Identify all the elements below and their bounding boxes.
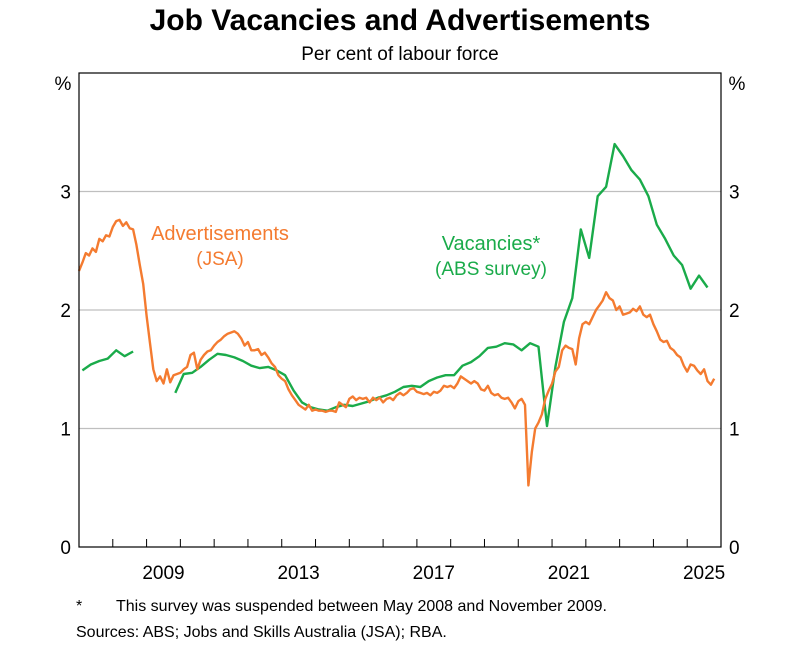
vacancies-label: Vacancies* [442, 233, 541, 255]
y-tick-label-right: 0 [729, 538, 740, 559]
y-tick-label-left: 0 [60, 538, 71, 559]
vacancies-sublabel: (ABS survey) [435, 259, 547, 280]
y-axis-labels: 0 0 1 1 2 2 3 3 [60, 183, 739, 560]
x-tick-label: 2009 [142, 563, 184, 584]
y-axis-unit-left: % [55, 74, 72, 95]
vacancies-line [81, 349, 134, 372]
advertisements-label: Advertisements [151, 223, 289, 245]
x-tick-label: 2025 [683, 563, 725, 584]
vacancies-line [174, 142, 709, 428]
sources-note: Sources: ABS; Jobs and Skills Australia … [76, 624, 447, 641]
footnote-text: This survey was suspended between May 20… [116, 598, 607, 615]
chart-title: Job Vacancies and Advertisements [149, 4, 651, 37]
y-tick-label-left: 3 [60, 183, 71, 204]
y-tick-label-right: 1 [729, 420, 740, 441]
gridlines [79, 190, 721, 430]
advertisements-sublabel: (JSA) [196, 249, 244, 270]
y-tick-label-left: 1 [60, 420, 71, 441]
x-tick-label: 2021 [548, 563, 590, 584]
x-axis-ticks: 2009 2013 2017 2021 2025 [112, 539, 725, 584]
advertisements-line [77, 218, 716, 487]
footnote: * This survey was suspended between May 2… [76, 598, 607, 616]
y-tick-label-left: 2 [60, 301, 71, 322]
x-tick-label: 2013 [277, 563, 319, 584]
plot-series [77, 142, 716, 487]
x-tick-label: 2017 [413, 563, 455, 584]
plot-frame [78, 72, 722, 548]
y-axis-unit-right: % [729, 74, 746, 95]
chart-subtitle: Per cent of labour force [301, 44, 499, 65]
y-tick-label-right: 2 [729, 301, 740, 322]
y-tick-label-right: 3 [729, 183, 740, 204]
footnote-marker: * [76, 598, 83, 615]
